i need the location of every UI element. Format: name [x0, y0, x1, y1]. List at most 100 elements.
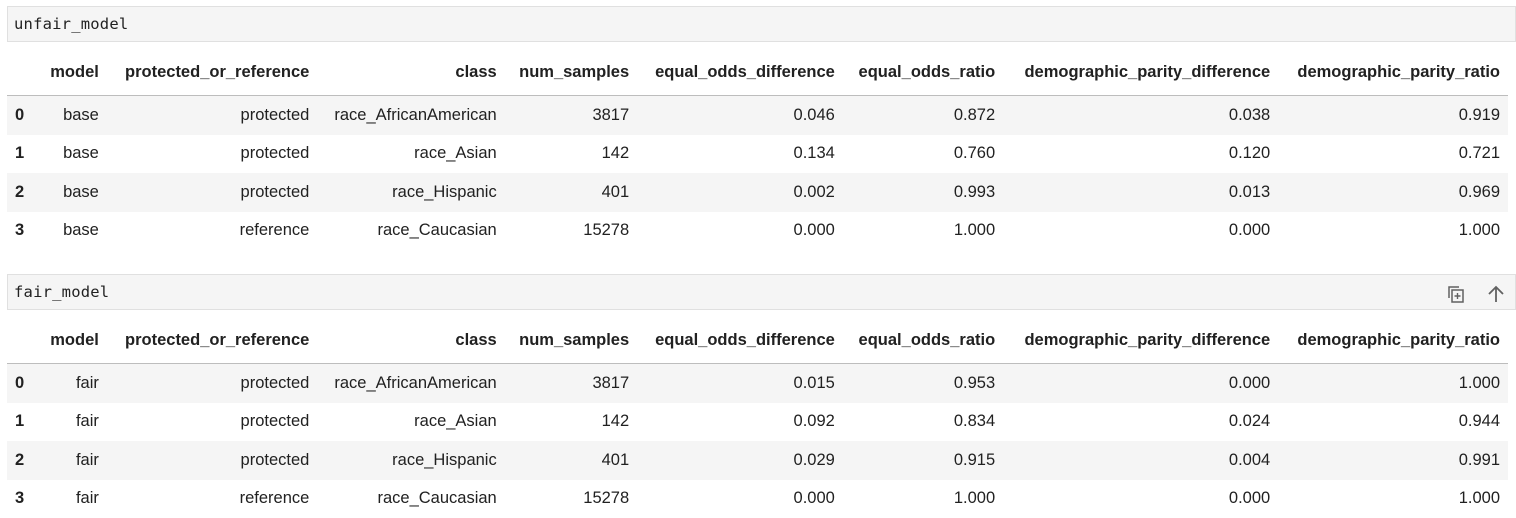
table-header-row: model protected_or_reference class num_s… — [7, 318, 1508, 364]
table-cell: race_AfricanAmerican — [317, 364, 504, 403]
table-cell: 0.944 — [1278, 403, 1508, 442]
table-cell: base — [39, 96, 107, 135]
table-cell: 15278 — [505, 212, 637, 251]
table-cell: 0.834 — [843, 403, 1003, 442]
column-header: class — [317, 50, 504, 96]
arrow-up-icon[interactable] — [1483, 281, 1509, 307]
table-cell: 1.000 — [1278, 480, 1508, 518]
table-cell: 0.872 — [843, 96, 1003, 135]
table-row: 0 base protected race_AfricanAmerican 38… — [7, 96, 1508, 135]
table-cell: 0.000 — [1003, 480, 1278, 518]
column-header: model — [39, 318, 107, 364]
index-header — [7, 50, 39, 96]
column-header: protected_or_reference — [107, 318, 317, 364]
column-header: equal_odds_difference — [637, 50, 843, 96]
table-cell: 0.953 — [843, 364, 1003, 403]
table-cell: fair — [39, 480, 107, 518]
table-cell: 142 — [505, 135, 637, 174]
row-index: 2 — [7, 173, 39, 212]
row-index: 3 — [7, 480, 39, 518]
table-row: 1 fair protected race_Asian 142 0.092 0.… — [7, 403, 1508, 442]
table-row: 2 fair protected race_Hispanic 401 0.029… — [7, 441, 1508, 480]
table-cell: 0.991 — [1278, 441, 1508, 480]
row-index: 3 — [7, 212, 39, 251]
table-cell: reference — [107, 480, 317, 518]
table-cell: 142 — [505, 403, 637, 442]
table-cell: 0.760 — [843, 135, 1003, 174]
table-cell: 0.721 — [1278, 135, 1508, 174]
table-cell: 0.046 — [637, 96, 843, 135]
table-cell: 1.000 — [843, 212, 1003, 251]
code-text: unfair_model — [14, 15, 128, 33]
table-row: 3 fair reference race_Caucasian 15278 0.… — [7, 480, 1508, 518]
row-index: 0 — [7, 364, 39, 403]
table-cell: protected — [107, 96, 317, 135]
table-cell: protected — [107, 403, 317, 442]
table-cell: 0.029 — [637, 441, 843, 480]
table-cell: race_Asian — [317, 135, 504, 174]
column-header: demographic_parity_difference — [1003, 318, 1278, 364]
column-header: equal_odds_ratio — [843, 318, 1003, 364]
table-cell: 0.000 — [637, 212, 843, 251]
notebook-cell-unfair: unfair_model model protected_or_referenc… — [7, 6, 1516, 250]
row-index: 1 — [7, 135, 39, 174]
table-cell: 0.015 — [637, 364, 843, 403]
table-cell: 401 — [505, 173, 637, 212]
code-input-cell[interactable]: unfair_model — [7, 6, 1516, 42]
table-cell: 1.000 — [1278, 212, 1508, 251]
column-header: class — [317, 318, 504, 364]
table-cell: 0.002 — [637, 173, 843, 212]
column-header: demographic_parity_difference — [1003, 50, 1278, 96]
table-cell: 0.092 — [637, 403, 843, 442]
table-row: 3 base reference race_Caucasian 15278 0.… — [7, 212, 1508, 251]
table-cell: base — [39, 212, 107, 251]
table-row: 0 fair protected race_AfricanAmerican 38… — [7, 364, 1508, 403]
column-header: model — [39, 50, 107, 96]
table-cell: race_Hispanic — [317, 441, 504, 480]
table-cell: 0.000 — [1003, 212, 1278, 251]
column-header: num_samples — [505, 50, 637, 96]
row-index: 0 — [7, 96, 39, 135]
table-cell: race_Hispanic — [317, 173, 504, 212]
table-cell: protected — [107, 441, 317, 480]
table-cell: protected — [107, 364, 317, 403]
table-cell: race_Caucasian — [317, 480, 504, 518]
table-cell: 0.919 — [1278, 96, 1508, 135]
table-cell: 0.000 — [1003, 364, 1278, 403]
table-cell: 0.000 — [637, 480, 843, 518]
column-header: demographic_parity_ratio — [1278, 50, 1508, 96]
table-cell: base — [39, 173, 107, 212]
column-header: demographic_parity_ratio — [1278, 318, 1508, 364]
copy-icon[interactable] — [1443, 281, 1469, 307]
table-cell: race_Asian — [317, 403, 504, 442]
table-cell: 3817 — [505, 96, 637, 135]
table-cell: 0.120 — [1003, 135, 1278, 174]
cell-toolbar — [1443, 281, 1509, 307]
table-cell: 0.993 — [843, 173, 1003, 212]
table-cell: fair — [39, 403, 107, 442]
table-cell: 0.004 — [1003, 441, 1278, 480]
index-header — [7, 318, 39, 364]
table-cell: 0.024 — [1003, 403, 1278, 442]
table-row: 1 base protected race_Asian 142 0.134 0.… — [7, 135, 1508, 174]
table-cell: race_AfricanAmerican — [317, 96, 504, 135]
table-cell: 1.000 — [1278, 364, 1508, 403]
table-cell: 0.013 — [1003, 173, 1278, 212]
table-cell: 1.000 — [843, 480, 1003, 518]
column-header: equal_odds_ratio — [843, 50, 1003, 96]
dataframe-table: model protected_or_reference class num_s… — [7, 50, 1508, 250]
table-cell: protected — [107, 173, 317, 212]
table-cell: 0.038 — [1003, 96, 1278, 135]
table-cell: race_Caucasian — [317, 212, 504, 251]
table-cell: 401 — [505, 441, 637, 480]
table-cell: base — [39, 135, 107, 174]
table-cell: fair — [39, 441, 107, 480]
table-cell: protected — [107, 135, 317, 174]
table-cell: 15278 — [505, 480, 637, 518]
table-cell: 3817 — [505, 364, 637, 403]
table-cell: 0.915 — [843, 441, 1003, 480]
table-cell: reference — [107, 212, 317, 251]
code-input-cell[interactable]: fair_model — [7, 274, 1516, 310]
table-row: 2 base protected race_Hispanic 401 0.002… — [7, 173, 1508, 212]
table-cell: 0.969 — [1278, 173, 1508, 212]
